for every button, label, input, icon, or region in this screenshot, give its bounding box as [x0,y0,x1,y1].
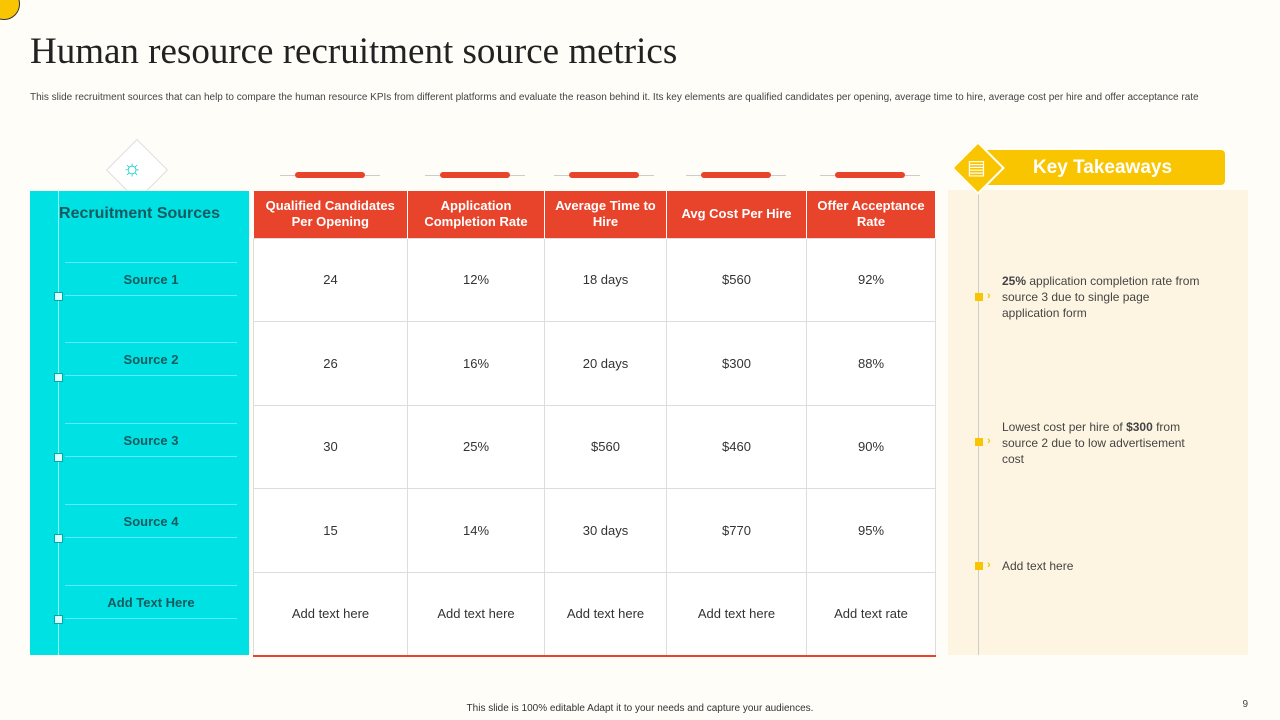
table-cell: 18 days [544,237,667,322]
table-cell: $770 [666,488,807,573]
page-title: Human resource recruitment source metric… [30,31,678,72]
takeaway-item: Add text here [1002,559,1074,573]
table-cell: 26 [253,321,408,406]
table-cell: 20 days [544,321,667,406]
table-row: 26 16% 20 days $300 88% [253,321,936,406]
takeaway-item: 25% application completion rate from sou… [1002,274,1200,320]
table-row: 24 12% 18 days $560 92% [253,237,936,322]
table-row: Add text here Add text here Add text here A… [253,571,936,656]
page-number: 9 [1242,699,1248,710]
table-cell: Add text rate [806,571,936,656]
table-cell: 95% [806,488,936,573]
column-header: Avg Cost Per Hire [666,191,807,238]
table-cell: 14% [407,488,545,573]
table-cell: $300 [666,321,807,406]
table-cell: 12% [407,237,545,322]
table-cell: Add text here [544,571,667,656]
header-decoration [295,172,365,178]
column-header: Offer Acceptance Rate [806,191,936,238]
table-cell: 25% [407,404,545,489]
table-cell: $560 [544,404,667,489]
header-decoration [835,172,905,178]
takeaway-item: Lowest cost per hire of $300 from source… [1002,420,1185,466]
table-cell: $560 [666,237,807,322]
source-item: Add Text Here [65,585,237,619]
header-decoration [701,172,771,178]
table-cell: Add text here [253,571,408,656]
table-cell: Add text here [666,571,807,656]
header-decoration [569,172,639,178]
source-item: Source 3 [65,423,237,457]
takeaways-panel [948,190,1248,655]
table-row: 30 25% $560 $460 90% [253,404,936,489]
chevron-right-icon: › [987,435,991,447]
chevron-right-icon: › [987,559,991,571]
source-item: Source 4 [65,504,237,538]
table-cell: 15 [253,488,408,573]
description: This slide recruitment sources that can … [30,92,1199,103]
sources-title: Recruitment Sources [59,205,220,222]
column-header: Average Time to Hire [544,191,667,238]
footer-note: This slide is 100% editable Adapt it to … [466,703,814,714]
timeline-dot [54,615,63,624]
column-header: Application Completion Rate [407,191,545,238]
corner-decoration [0,0,20,20]
column-header: Qualified Candidates Per Opening [253,191,408,238]
metrics-table: Qualified Candidates Per Opening Applica… [253,191,936,657]
table-cell: $460 [666,404,807,489]
chevron-right-icon: › [987,290,991,302]
table-cell: Add text here [407,571,545,656]
source-item: Source 1 [65,262,237,296]
header-decoration [440,172,510,178]
table-cell: 24 [253,237,408,322]
takeaways-title: Key Takeaways [980,150,1225,185]
timeline-dot [54,534,63,543]
document-search-icon: ▤ [967,157,986,179]
table-cell: 30 [253,404,408,489]
table-row: 15 14% 30 days $770 95% [253,488,936,573]
timeline-dot [54,292,63,301]
timeline-dot [54,453,63,462]
table-cell: 16% [407,321,545,406]
idea-person-icon: ☼ [122,155,143,180]
recruitment-sources-panel: Recruitment Sources Source 1 Source 2 So… [30,191,249,655]
timeline-dot [54,373,63,382]
table-cell: 88% [806,321,936,406]
table-cell: 90% [806,404,936,489]
source-item: Source 2 [65,342,237,376]
table-cell: 30 days [544,488,667,573]
table-cell: 92% [806,237,936,322]
